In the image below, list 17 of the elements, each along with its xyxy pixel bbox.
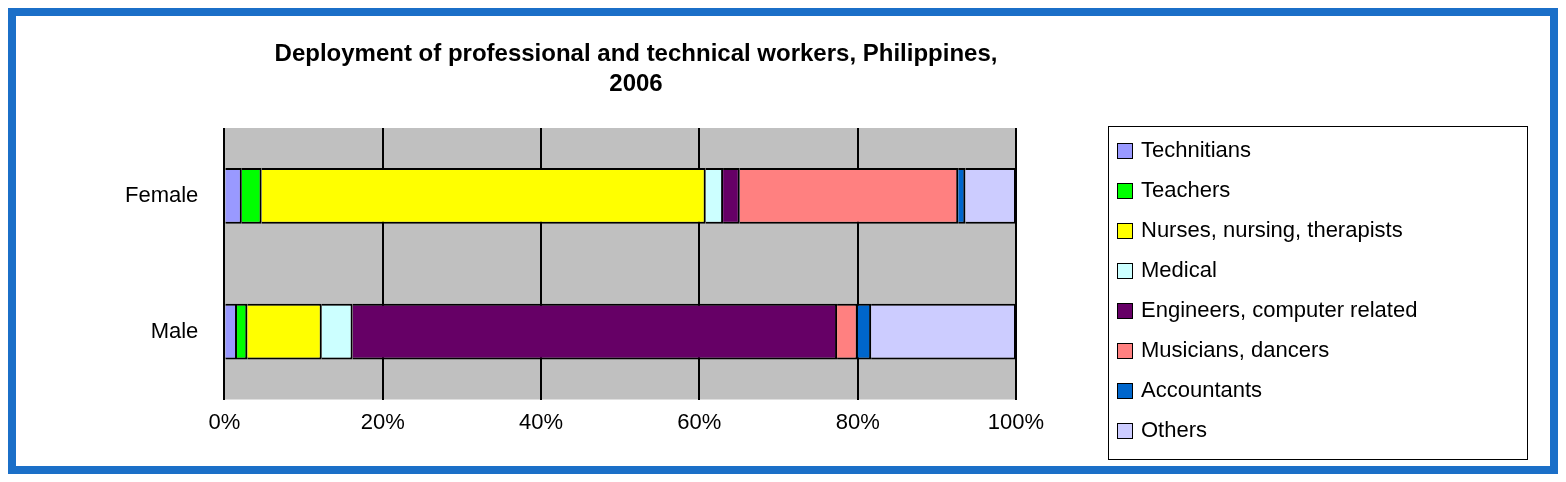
legend-label: Musicians, dancers	[1141, 337, 1331, 362]
chart-title: Deployment of professional and technical workers, Philippines, 2006	[273, 38, 999, 98]
legend-label: Nurses, nursing, therapists	[1141, 217, 1404, 242]
legend-label: Accountants	[1141, 377, 1264, 402]
y-tick-label: Female	[125, 181, 199, 207]
x-tick-label: 40%	[518, 408, 564, 434]
legend-label: Engineers, computer related	[1141, 297, 1419, 322]
legend-label: Teachers	[1141, 177, 1232, 202]
x-tick-label: 0%	[208, 408, 241, 434]
x-tick-label: 20%	[360, 408, 405, 434]
legend-label: Medical	[1141, 257, 1218, 282]
y-tick-label: Male	[150, 317, 199, 343]
x-tick-label: 100%	[987, 408, 1045, 434]
legend-label: Others	[1141, 417, 1209, 442]
x-tick-label: 60%	[677, 408, 722, 434]
x-tick-label: 80%	[835, 408, 880, 434]
legend-label: Technitians	[1141, 137, 1253, 162]
